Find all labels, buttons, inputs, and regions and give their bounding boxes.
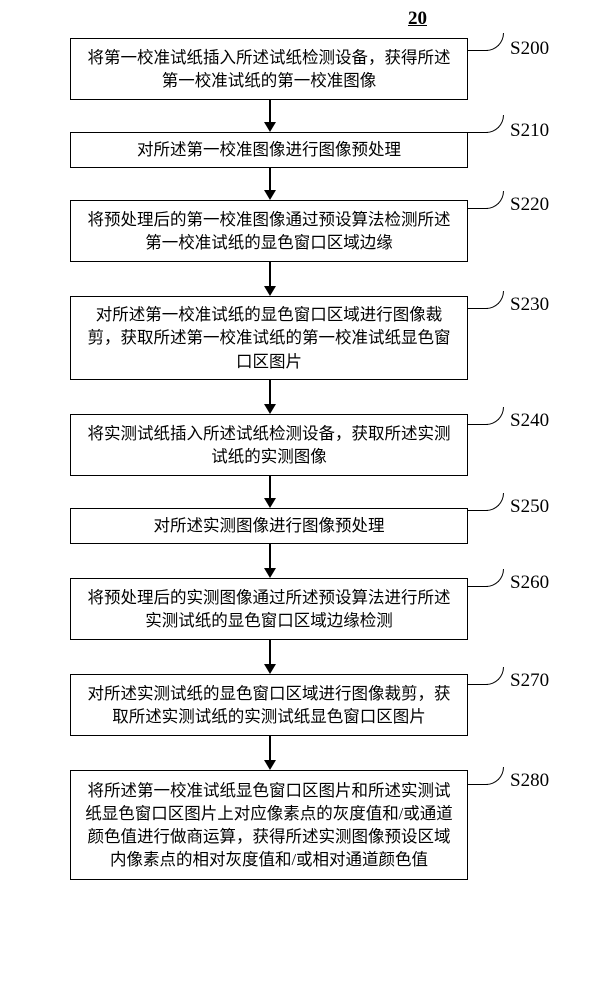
connector-line <box>468 208 488 209</box>
connector-curve <box>486 493 504 511</box>
arrow-line <box>269 100 271 124</box>
connector-line <box>468 308 488 309</box>
connector-line <box>468 424 488 425</box>
connector-curve <box>486 191 504 209</box>
arrow-head-icon <box>264 760 276 770</box>
diagram-title: 20 <box>408 8 427 30</box>
connector-curve <box>486 767 504 785</box>
flow-step-box: 将所述第一校准试纸显色窗口区图片和所述实测试纸显色窗口区图片上对应像素点的灰度值… <box>70 770 468 880</box>
flow-step-text: 将所述第一校准试纸显色窗口区图片和所述实测试纸显色窗口区图片上对应像素点的灰度值… <box>81 779 457 871</box>
flow-step-text: 将预处理后的第一校准图像通过预设算法检测所述第一校准试纸的显色窗口区域边缘 <box>81 208 457 254</box>
arrow-head-icon <box>264 498 276 508</box>
flow-step-box: 对所述实测试纸的显色窗口区域进行图像裁剪，获取所述实测试纸的实测试纸显色窗口区图… <box>70 674 468 736</box>
arrow-head-icon <box>264 664 276 674</box>
connector-line <box>468 784 488 785</box>
step-label: S220 <box>510 194 549 216</box>
flow-step-text: 对所述实测试纸的显色窗口区域进行图像裁剪，获取所述实测试纸的实测试纸显色窗口区图… <box>81 682 457 728</box>
flow-step-text: 对所述第一校准试纸的显色窗口区域进行图像裁剪，获取所述第一校准试纸的第一校准试纸… <box>81 303 457 372</box>
step-label: S280 <box>510 770 549 792</box>
step-label: S270 <box>510 670 549 692</box>
flow-step-text: 对所述第一校准图像进行图像预处理 <box>137 138 401 161</box>
connector-curve <box>486 33 504 51</box>
arrow-head-icon <box>264 568 276 578</box>
arrow-line <box>269 476 271 500</box>
flow-step-text: 对所述实测图像进行图像预处理 <box>154 514 385 537</box>
flow-step-box: 将第一校准试纸插入所述试纸检测设备，获得所述第一校准试纸的第一校准图像 <box>70 38 468 100</box>
arrow-line <box>269 640 271 666</box>
flow-step-text: 将实测试纸插入所述试纸检测设备，获取所述实测试纸的实测图像 <box>81 422 457 468</box>
connector-line <box>468 510 488 511</box>
connector-curve <box>486 115 504 133</box>
arrow-head-icon <box>264 122 276 132</box>
flow-step-text: 将第一校准试纸插入所述试纸检测设备，获得所述第一校准试纸的第一校准图像 <box>81 46 457 92</box>
flow-step-box: 将预处理后的第一校准图像通过预设算法检测所述第一校准试纸的显色窗口区域边缘 <box>70 200 468 262</box>
step-label: S230 <box>510 294 549 316</box>
connector-curve <box>486 407 504 425</box>
flow-step-box: 对所述第一校准图像进行图像预处理 <box>70 132 468 168</box>
step-label: S240 <box>510 410 549 432</box>
arrow-line <box>269 168 271 192</box>
connector-curve <box>486 667 504 685</box>
arrow-line <box>269 380 271 406</box>
step-label: S260 <box>510 572 549 594</box>
arrow-head-icon <box>264 404 276 414</box>
arrow-head-icon <box>264 286 276 296</box>
flow-step-box: 对所述第一校准试纸的显色窗口区域进行图像裁剪，获取所述第一校准试纸的第一校准试纸… <box>70 296 468 380</box>
flow-step-box: 对所述实测图像进行图像预处理 <box>70 508 468 544</box>
arrow-line <box>269 262 271 288</box>
connector-curve <box>486 569 504 587</box>
step-label: S210 <box>510 120 549 142</box>
connector-line <box>468 586 488 587</box>
connector-line <box>468 50 488 51</box>
arrow-line <box>269 544 271 570</box>
flow-step-box: 将实测试纸插入所述试纸检测设备，获取所述实测试纸的实测图像 <box>70 414 468 476</box>
connector-line <box>468 684 488 685</box>
flow-step-text: 将预处理后的实测图像通过所述预设算法进行所述实测试纸的显色窗口区域边缘检测 <box>81 586 457 632</box>
connector-curve <box>486 291 504 309</box>
connector-line <box>468 132 488 133</box>
arrow-head-icon <box>264 190 276 200</box>
step-label: S200 <box>510 38 549 60</box>
step-label: S250 <box>510 496 549 518</box>
arrow-line <box>269 736 271 762</box>
flow-step-box: 将预处理后的实测图像通过所述预设算法进行所述实测试纸的显色窗口区域边缘检测 <box>70 578 468 640</box>
